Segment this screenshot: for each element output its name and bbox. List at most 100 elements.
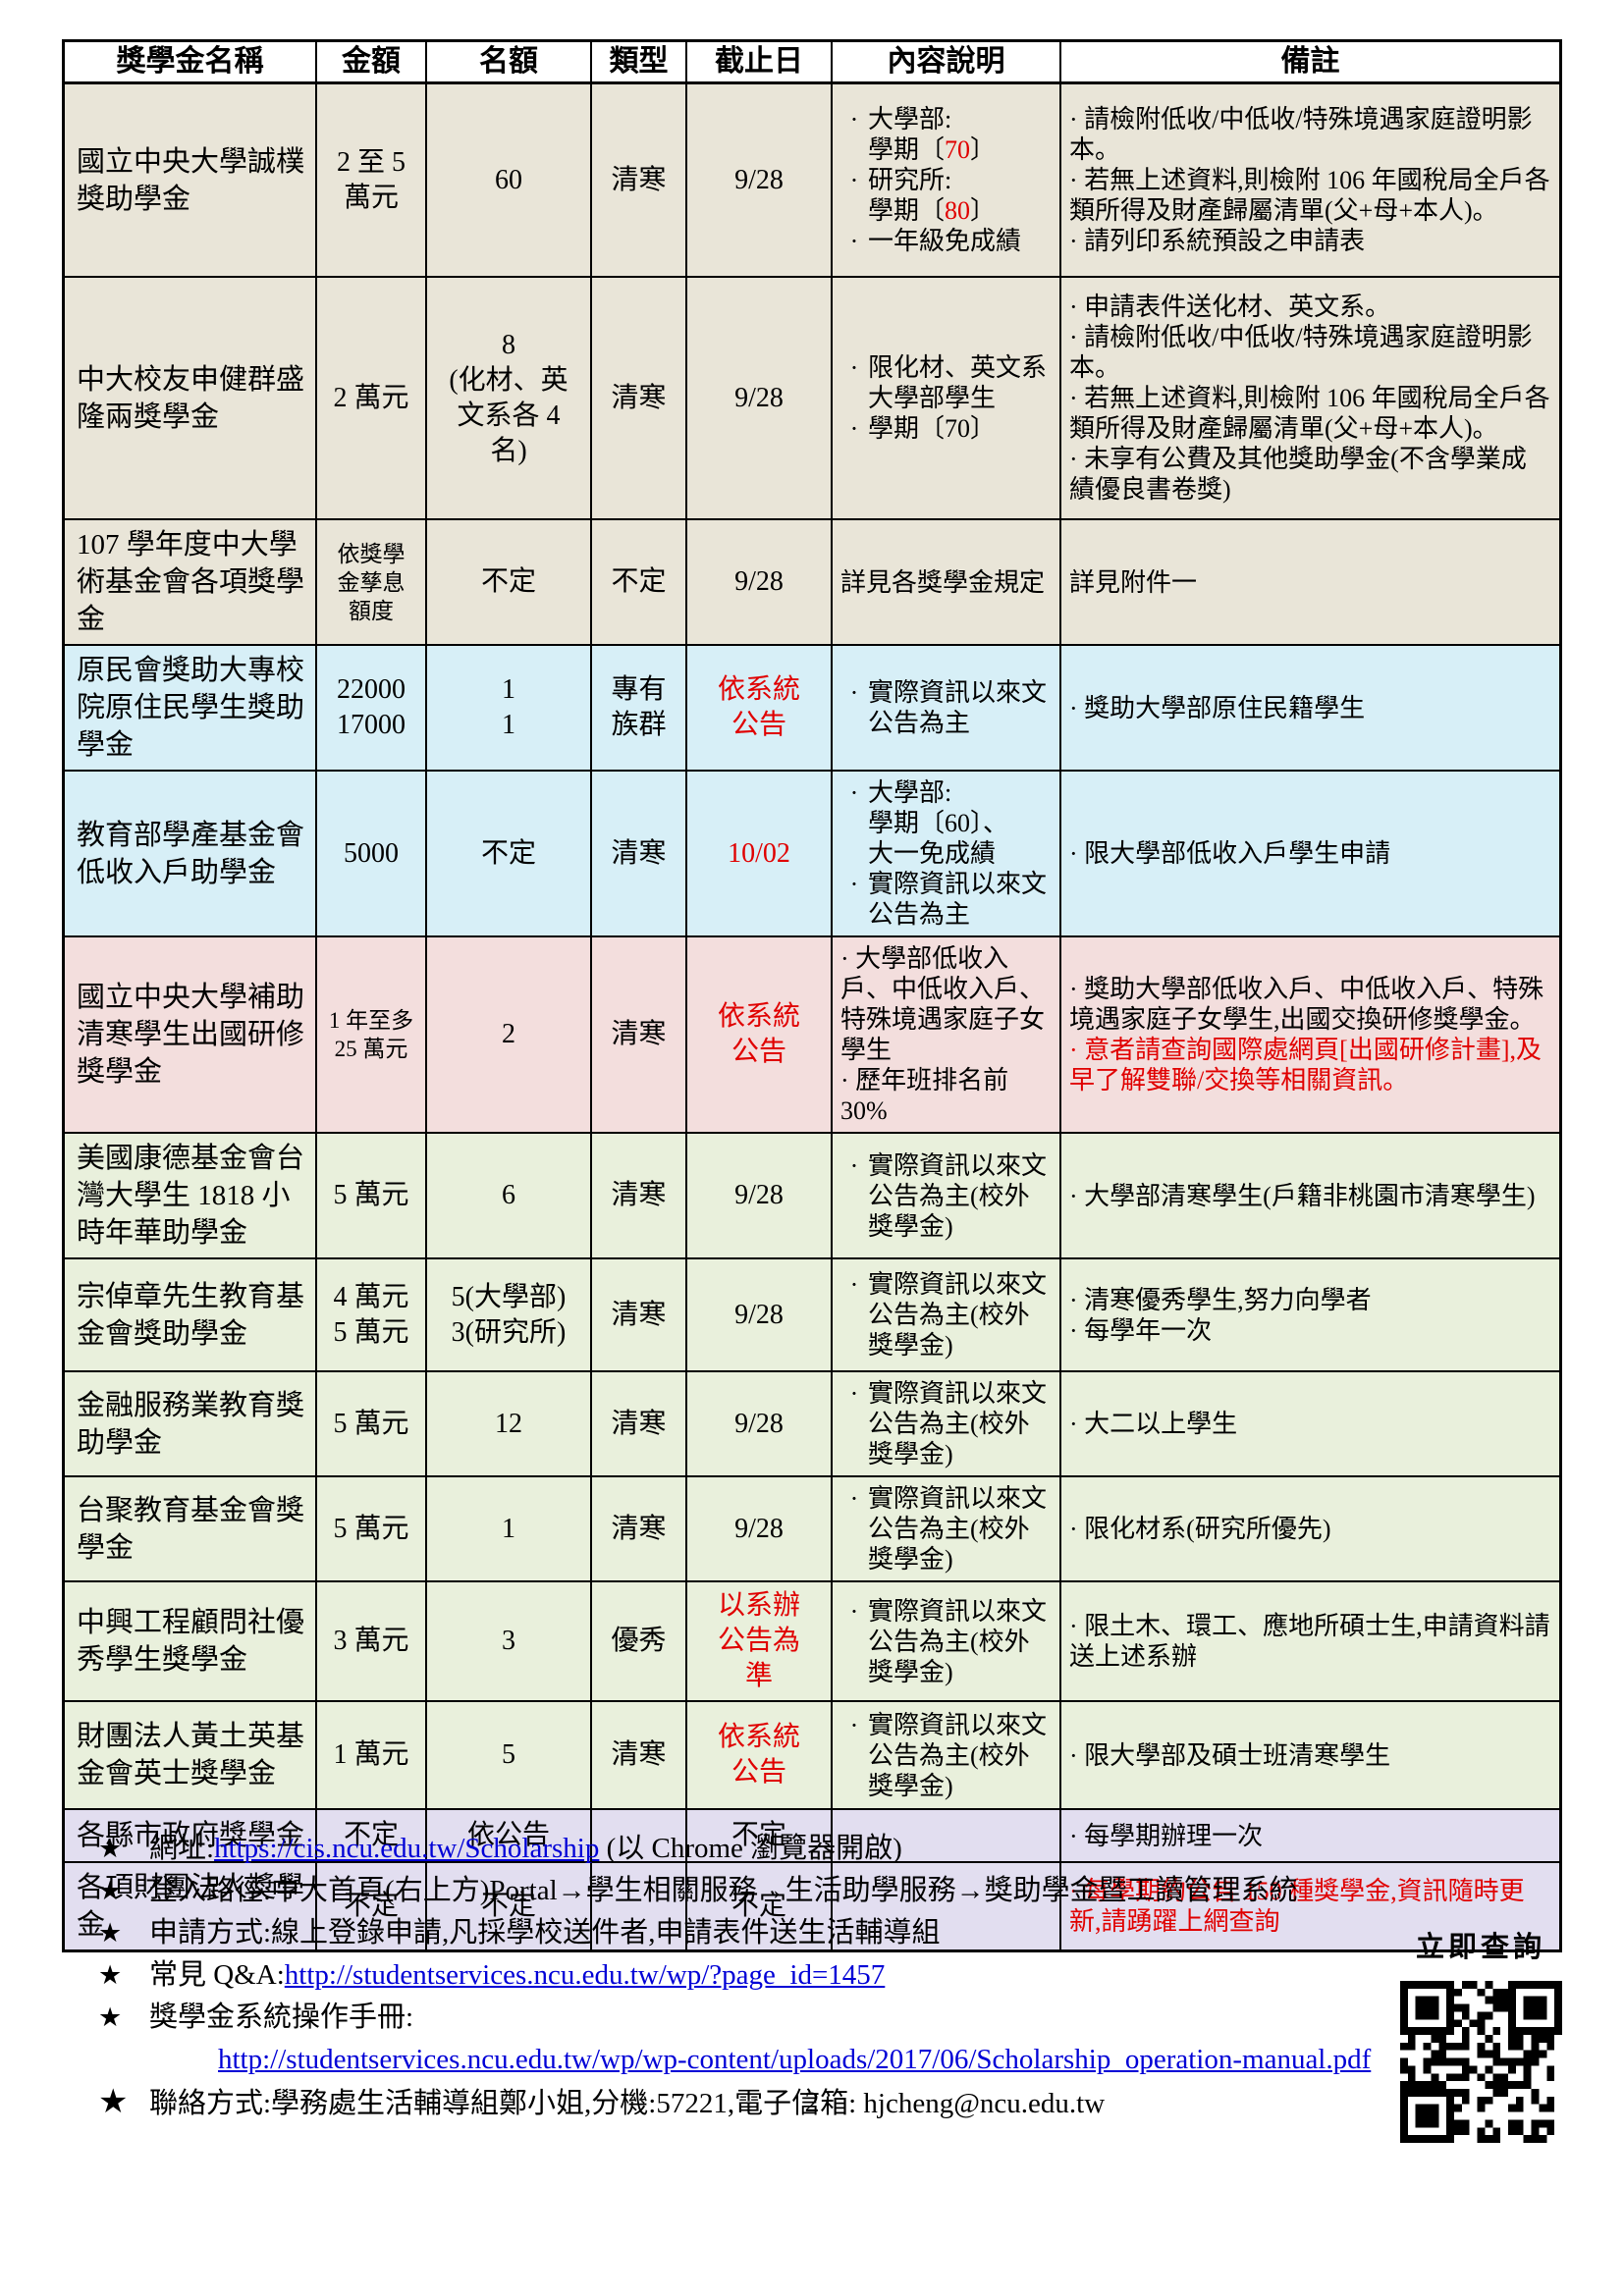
cell-description: 詳見各獎學金規定 [833,520,1061,644]
cell-quota: 5(大學部) 3(研究所) [427,1259,592,1370]
cell-line: 9/28 [734,382,784,413]
cell-quota: 6 [427,1134,592,1257]
cell-line: · 大學部: [840,104,1052,134]
cell-scholarship-name: 國立中央大學誠樸獎助學金 [65,84,317,276]
cell-text: 大學部: [868,777,951,808]
text-segment: 獎助大學部原住民籍學生 [1084,693,1366,722]
bullet-icon: · [849,1484,859,1513]
cell-line: 3 [502,1626,515,1656]
cell-quota: 不定 [427,520,592,644]
cell-line: 清寒 [611,164,667,195]
text-segment: 常見 Q&A: [149,1959,285,1991]
cell-remarks: · 大二以上學生 [1061,1372,1559,1475]
cell-text: 研究所: [868,165,951,195]
cell-remarks: · 限大學部低收入戶學生申請 [1061,772,1559,935]
footer-link[interactable]: http://studentservices.ncu.edu.tw/wp/?pa… [284,1959,886,1991]
cell-type: 清寒 [592,772,687,935]
footer-link[interactable]: https://cis.ncu.edu.tw/Scholarship [214,1833,600,1864]
cell-line: 不定 [343,1820,399,1850]
text-segment: 若無上述資料,則檢附 106 年國稅局全戶各類所得及財產歸屬清單(父+母+本人)… [1069,384,1550,443]
cell-scholarship-name: 國立中央大學補助清寒學生出國研修獎學金 [65,937,317,1132]
cell-scholarship-name: 各項財團法人獎學金 [65,1863,317,1949]
text-segment: 每學期辦理一次 [1084,1821,1264,1850]
footer-link[interactable]: http://studentservices.ncu.edu.tw/wp/wp-… [218,2044,1372,2075]
table-row: 宗倬章先生教育基金會獎助學金 4 萬元 5 萬元 5(大學部) 3(研究所) 清寒 9/28… [65,1259,1559,1372]
text-segment: 請檢附低收/中低收/特殊境遇家庭證明影本。 [1069,105,1533,164]
bullet-icon: · [849,414,859,443]
cell-deadline: 不定 [687,1810,833,1861]
cell-quota: 1 [427,1477,592,1580]
cell-remarks: · 申請表件送化材、英文系。 · 請檢附低收/中低收/特殊境遇家庭證明影本。 · 若… [1061,278,1559,518]
cell-line: · 未享有公費及其他獎助學金(不含學業成績優良書卷獎) [1069,444,1551,505]
footer-line: ★ 網址:https://cis.ncu.edu.tw/Scholarship (… [98,1828,1375,1870]
scholarship-name-text: 宗倬章先生教育基金會獎助學金 [77,1280,305,1350]
cell-text: 實際資訊以來文公告為主(校外獎學金) [868,1378,1052,1469]
cell-amount: 5000 [317,772,427,935]
text-segment: 詳見各獎學金規定 [840,567,1046,597]
text-segment: 未享有公費及其他獎助學金(不含學業成績優良書卷獎) [1069,445,1527,504]
cell-scholarship-name: 教育部學產基金會低收入戶助學金 [65,772,317,935]
bullet-icon: · [1069,293,1085,321]
cell-line: 不定 [611,566,667,597]
scholarship-table: 獎學金名稱 金額 名額 類型 截止日 內容說明 備註 國立中央大學誠樸獎助學金 2 至 5 萬元 6… [62,39,1562,1952]
cell-description: · 大學部低收入戶、中低收入戶、特殊境遇家庭子女學生 · 歷年班排名前 30% [833,937,1061,1132]
cell-line: 詳見附件一 [1069,567,1551,598]
scholarship-name-text: 美國康德基金會台灣大學生 1818 小時年華助學金 [77,1143,305,1249]
bullet-icon: · [840,944,856,973]
cell-line: · 大學部: [840,777,1052,808]
cell-quota: 2 [427,937,592,1132]
cell-line: 優秀 [611,1626,667,1656]
cell-type: 清寒 [592,1372,687,1475]
cell-text: 實際資訊以來文公告為主(校外獎學金) [868,1150,1052,1242]
cell-deadline: 10/02 [687,772,833,935]
bullet-icon: · [1069,1315,1085,1345]
cell-line: 12 [495,1408,522,1439]
table-row: 國立中央大學補助清寒學生出國研修獎學金 1 年至多 25 萬元 2 清寒 依系統 公告 · 大… [65,937,1559,1134]
table-row: 各縣市政府獎學金 不定 依公告 不定 · 每學期辦理一次 [65,1810,1559,1863]
cell-type: 清寒 [592,937,687,1132]
text-segment: 學期〔70〕 [868,414,997,443]
cell-deadline: 9/28 [687,278,833,518]
text-segment: 請列印系統預設之申請表 [1084,227,1366,255]
text-segment: 限化材系(研究所優先) [1084,1515,1331,1543]
column-header: 備註 [1280,45,1340,78]
cell-quota: 60 [427,84,592,276]
cell-remarks: · 每學期辦理一次 [1061,1810,1559,1861]
cell-line: 不定 [731,1820,786,1850]
footer-line: ★ 聯絡方式:學務處生活輔導組鄭小姐,分機:57221,電子信箱: hjcheng… [98,2081,1375,2125]
text-segment: 學期〔60〕、 [868,809,1009,837]
footer-notes: ★ 網址:https://cis.ncu.edu.tw/Scholarship (… [98,1828,1375,2125]
cell-text: 學期〔70〕 [868,134,996,165]
text-segment: 實際資訊以來文公告為主(校外獎學金) [868,1710,1048,1800]
cell-amount: 22000 17000 [317,646,427,770]
bullet-icon: · [1069,384,1085,412]
bullet-icon [840,808,868,838]
text-segment: 實際資訊以來文公告為主(校外獎學金) [868,1484,1048,1574]
cell-scholarship-name: 原民會獎助大專校院原住民學生獎助學金 [65,646,317,770]
cell-text: 實際資訊以來文公告為主(校外獎學金) [868,1710,1052,1801]
footer-text: 登入路徑:中大首頁(右上方)Portal→學生相關服務→生活助學服務→獎助學金暨… [149,1870,1375,1912]
cell-amount: 3 萬元 [317,1582,427,1700]
cell-line: · 歷年班排名前 30% [840,1065,1052,1126]
bullet-icon: · [1069,1285,1085,1314]
cell-deadline: 依系統 公告 [687,1702,833,1808]
cell-line: 6 [502,1180,515,1210]
cell-text: 大一免成績 [868,838,996,869]
text-segment: 學期〔 [868,135,946,164]
cell-line: 9/28 [734,1408,784,1439]
bullet-icon: · [1069,1877,1085,1905]
scholarship-name-text: 台聚教育基金會獎學金 [77,1494,305,1564]
cell-line: 公告 [731,710,786,740]
cell-line: · 實際資訊以來文公告為主(校外獎學金) [840,1150,1052,1242]
star-icon: ★ [98,1834,123,1863]
scholarship-name-text: 107 學年度中大學術基金會各項獎學金 [77,529,305,635]
table-row: 財團法人黃土英基金會英士獎學金 1 萬元 5 清寒 依系統 公告 · 實際資訊以來文公告為主(… [65,1702,1559,1810]
cell-line: 2 [502,1019,515,1049]
text-segment: 實際資訊以來文公告為主 [868,678,1048,737]
cell-line: · 每學期約公告 150 種獎學金,資訊隨時更新,請踴躍上網查詢 [1069,1876,1551,1937]
bullet-icon: · [1069,323,1085,351]
star-icon: ★ [98,2084,129,2120]
cell-line: 公告為 [717,1626,800,1656]
cell-deadline: 依系統 公告 [687,646,833,770]
